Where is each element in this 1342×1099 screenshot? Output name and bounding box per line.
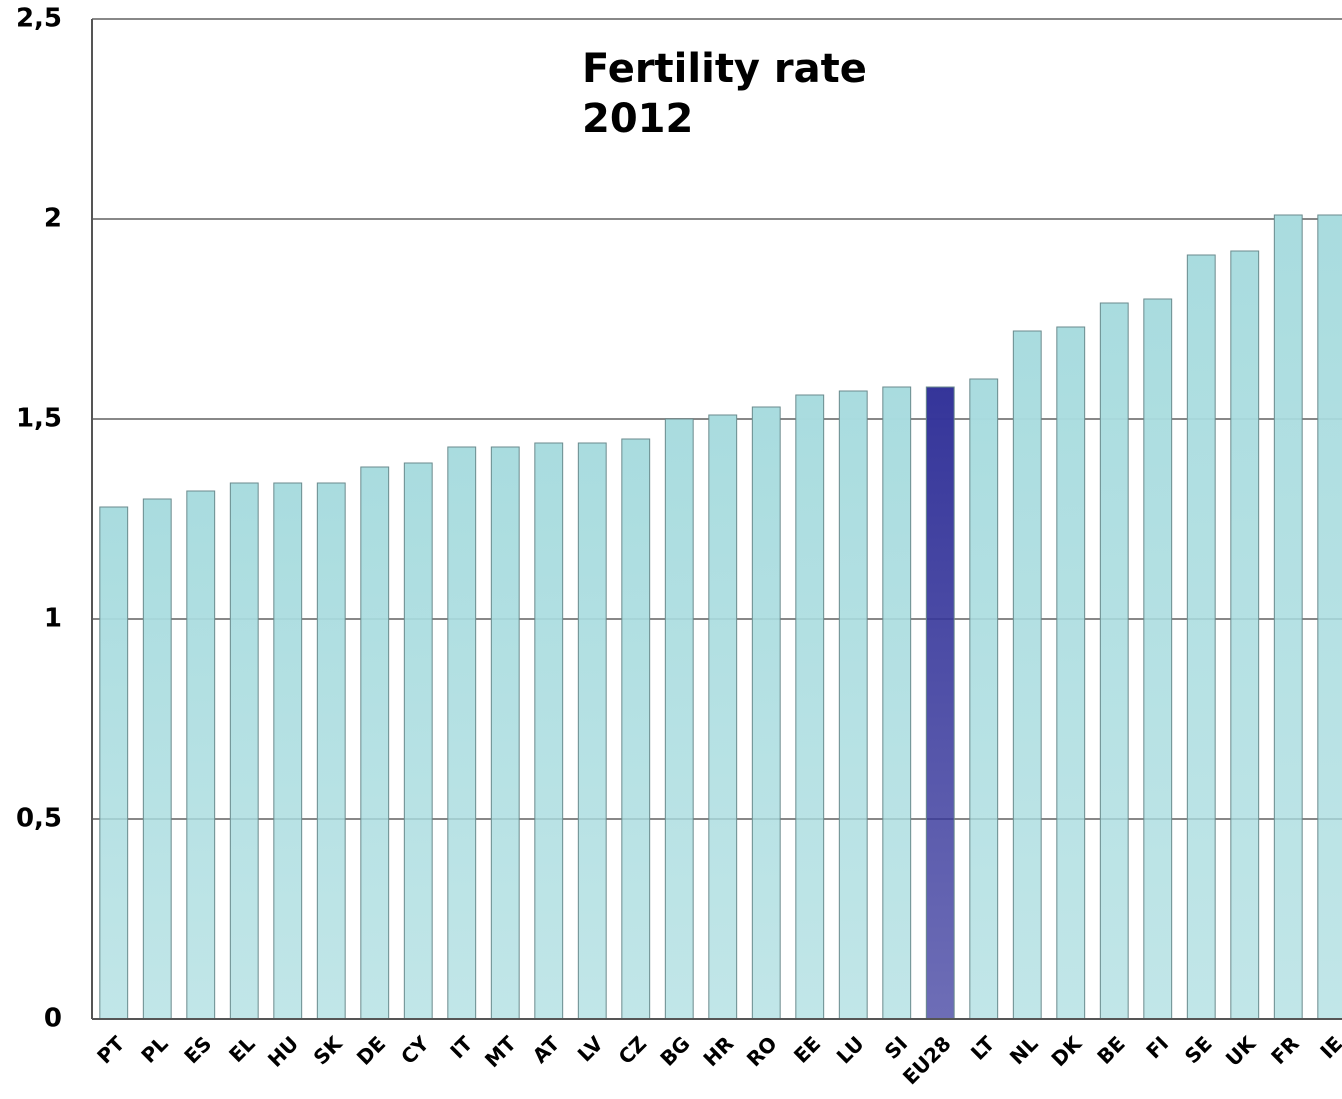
x-tick-label: EU28 bbox=[898, 1031, 956, 1089]
y-tick-label: 1,5 bbox=[16, 404, 62, 434]
bar bbox=[99, 506, 129, 1020]
bar bbox=[1143, 298, 1173, 1020]
bar bbox=[708, 414, 738, 1020]
x-tick-label: EL bbox=[224, 1031, 260, 1067]
y-tick-label: 0,5 bbox=[16, 804, 62, 834]
bar bbox=[360, 466, 390, 1020]
x-tick-label: LU bbox=[832, 1031, 869, 1068]
y-tick-label: 1 bbox=[44, 604, 62, 634]
x-tick-label: FR bbox=[1266, 1031, 1304, 1069]
x-tick-label: FI bbox=[1141, 1031, 1173, 1063]
y-tick-label: 2 bbox=[44, 204, 62, 234]
bar bbox=[1230, 250, 1260, 1020]
x-tick-label: MT bbox=[480, 1031, 521, 1072]
x-tick-label: RO bbox=[742, 1031, 782, 1071]
x-tick-label: BE bbox=[1092, 1031, 1129, 1068]
x-tick-label: UK bbox=[1221, 1030, 1261, 1070]
x-tick-label: SE bbox=[1180, 1031, 1217, 1068]
x-tick-label: LV bbox=[573, 1031, 608, 1066]
x-tick-label: HR bbox=[698, 1031, 738, 1071]
bar bbox=[1012, 330, 1042, 1020]
bar bbox=[664, 418, 694, 1020]
bar bbox=[273, 482, 303, 1020]
chart-title: Fertility rate bbox=[582, 46, 867, 92]
bar bbox=[577, 442, 607, 1020]
bar bbox=[1186, 254, 1216, 1020]
x-tick-label: EE bbox=[789, 1031, 825, 1067]
x-tick-label: DE bbox=[352, 1031, 390, 1069]
bar bbox=[1273, 214, 1303, 1020]
x-tick-label: ES bbox=[179, 1031, 216, 1068]
x-tick-label: AT bbox=[528, 1031, 565, 1068]
bar bbox=[969, 378, 999, 1020]
y-tick-label: 2,5 bbox=[16, 4, 62, 34]
bar bbox=[490, 446, 520, 1020]
bar bbox=[838, 390, 868, 1020]
x-tick-label: IT bbox=[445, 1031, 477, 1063]
x-tick-label: IE bbox=[1315, 1031, 1342, 1063]
x-tick-label: NL bbox=[1005, 1031, 1043, 1069]
x-tick-label: CY bbox=[396, 1031, 434, 1069]
bar bbox=[534, 442, 564, 1020]
bar bbox=[229, 482, 259, 1020]
bar bbox=[1099, 302, 1129, 1020]
x-tick-label: BG bbox=[655, 1031, 694, 1070]
bar bbox=[142, 498, 172, 1020]
bar bbox=[621, 438, 651, 1020]
x-tick-label: CZ bbox=[614, 1031, 652, 1069]
y-tick-label: 0 bbox=[44, 1004, 62, 1034]
bar bbox=[925, 386, 955, 1020]
bar bbox=[316, 482, 346, 1020]
x-tick-label: DK bbox=[1046, 1030, 1087, 1071]
bar bbox=[447, 446, 477, 1020]
x-tick-label: SK bbox=[309, 1030, 348, 1069]
x-tick-label: SI bbox=[880, 1031, 912, 1063]
bar bbox=[403, 462, 433, 1020]
x-tick-label: LT bbox=[966, 1031, 1000, 1065]
bar bbox=[795, 394, 825, 1020]
bar bbox=[751, 406, 781, 1020]
bar bbox=[1056, 326, 1086, 1020]
x-tick-label: HU bbox=[263, 1031, 303, 1071]
bar bbox=[1317, 214, 1342, 1020]
x-tick-label: PL bbox=[136, 1031, 173, 1068]
x-tick-label: PT bbox=[92, 1031, 129, 1068]
bar bbox=[882, 386, 912, 1020]
chart-title: 2012 bbox=[582, 96, 693, 142]
bar bbox=[186, 490, 216, 1020]
